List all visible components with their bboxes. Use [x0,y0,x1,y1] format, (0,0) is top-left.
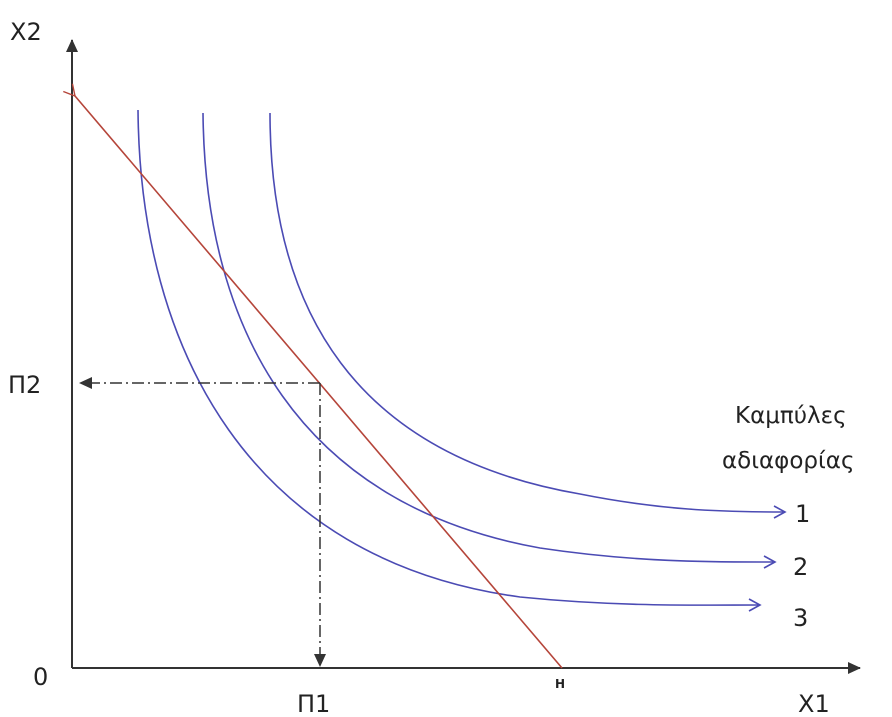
indifference-curve-3 [137,109,762,612]
p2-label: Π2 [8,371,41,399]
p1-label: Π1 [297,690,330,717]
x-axis-label: X1 [798,690,830,717]
budget-line [63,83,563,669]
curve-1-label: 1 [795,500,810,528]
indifference-curve-1 [269,112,787,519]
curve-2-label: 2 [793,553,808,581]
legend-line-1: Καμπύλες [735,403,847,429]
y-axis-label: X2 [10,18,42,46]
legend-line-2: αδιαφορίας [722,448,854,474]
origin-label: 0 [33,663,48,691]
curve-3-label: 3 [793,604,808,632]
indifference-curve-2 [202,112,777,569]
h-label: H [555,677,565,691]
